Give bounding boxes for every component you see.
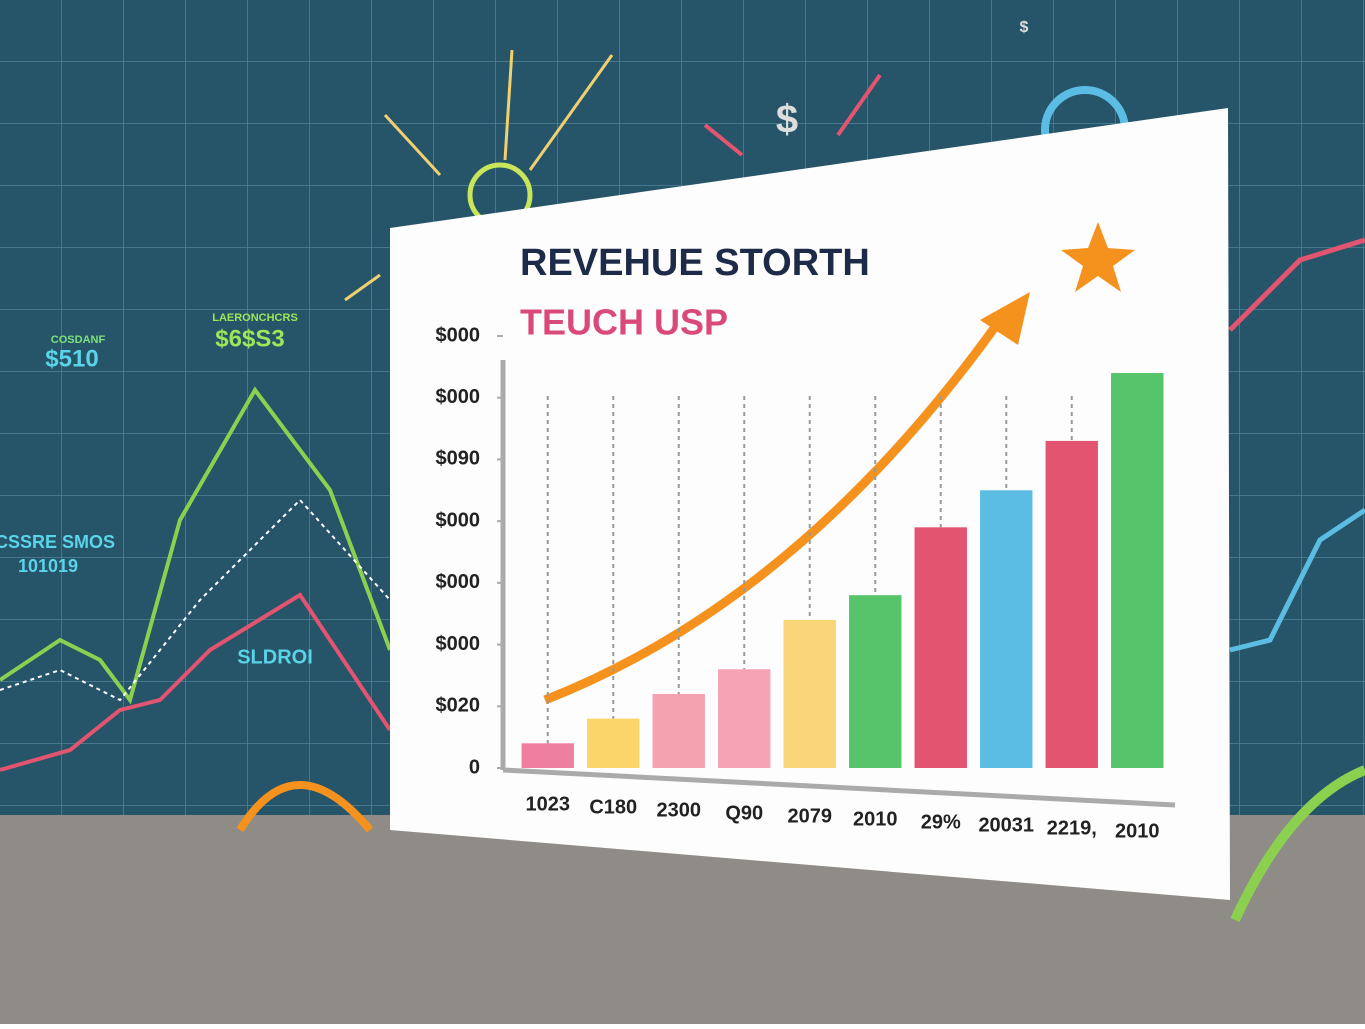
x-tick-label: 2010 [853,808,898,830]
bar [914,527,967,768]
y-tick-label: $000 [436,571,481,593]
x-tick-label: 20031 [978,814,1034,836]
wall-text: 101019 [18,556,78,576]
decor-arc [236,781,374,833]
y-tick-label: $090 [436,448,481,470]
x-tick-label: C180 [589,796,637,818]
wall-text: LAERONCHCRS [212,312,298,324]
x-axis [502,767,1176,808]
x-tick-label: 2079 [788,805,833,827]
wall-text: COSDANF [51,334,106,346]
y-tick-label: $000 [436,386,481,408]
decor-rays [344,49,614,302]
bar [980,490,1033,768]
bar [718,669,771,768]
wall-text: $510 [45,345,98,372]
bar [652,693,705,768]
y-tick-label: $000 [436,509,481,531]
chart-subtitle: TEUCH USP [520,302,728,343]
decor-line [1228,237,1365,332]
bar [521,743,574,768]
bar [587,718,640,768]
x-tick-label: 2300 [657,799,702,821]
y-tick-label: $020 [436,695,481,717]
x-tick-label: 2010 [1115,820,1160,842]
chart-title: REVEHUE STORTH [520,242,870,284]
y-tick-label: $000 [436,633,481,655]
decor-line [0,592,392,772]
trend-arrow [543,317,1004,705]
bar [849,595,902,768]
wall-text: CSSRE SMOS [0,532,115,552]
x-tick-label: Q90 [725,802,763,824]
y-tick-label: $000 [436,324,481,346]
y-tick-label: 0 [469,756,480,778]
arrow-head [980,292,1030,345]
bar [1045,440,1098,768]
decor-line [1229,507,1365,653]
decor-line [0,386,392,705]
bar [1111,373,1164,768]
x-tick-label: 29% [921,811,961,833]
wall-text: $6$S3 [215,325,284,352]
wall-text: $ [776,98,798,142]
decor-arc [1230,765,1365,923]
x-tick-label: 1023 [526,793,571,815]
x-tick-label: 2219, [1047,817,1097,839]
bar [783,619,836,768]
decor-line [0,498,391,702]
wall-text: $ [1020,19,1029,36]
star [1061,222,1135,292]
wall-text: SLDROI [237,646,313,668]
decor-rays [703,73,882,157]
